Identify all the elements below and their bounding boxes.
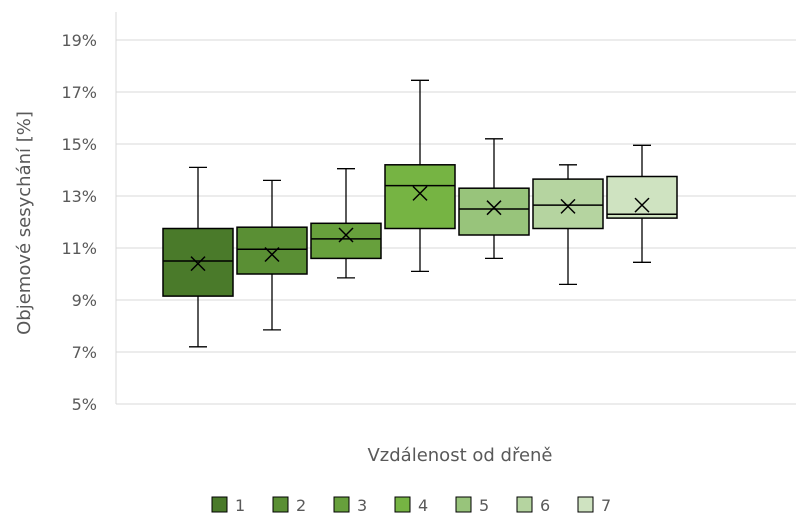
mean-marker xyxy=(560,198,576,214)
legend-item-6: 6 xyxy=(516,496,550,515)
mean-marker xyxy=(264,246,280,263)
legend-swatch xyxy=(516,496,533,513)
y-tick-label: 5% xyxy=(72,395,97,414)
legend-swatch xyxy=(211,496,228,513)
mean-marker xyxy=(634,197,650,213)
y-tick-label: 15% xyxy=(61,135,97,154)
legend-item-4: 4 xyxy=(394,496,428,515)
mean-marker xyxy=(486,200,502,216)
mean-marker xyxy=(338,227,354,243)
legend-item-3: 3 xyxy=(333,496,367,515)
legend-item-5: 5 xyxy=(455,496,489,515)
y-tick-label: 11% xyxy=(61,239,97,258)
y-tick-label: 17% xyxy=(61,83,97,102)
legend-item-1: 1 xyxy=(211,496,245,515)
legend-label: 3 xyxy=(357,496,367,515)
legend-swatch xyxy=(333,496,350,513)
box-3 xyxy=(310,168,382,279)
y-tick-label: 7% xyxy=(72,343,97,362)
box-1 xyxy=(162,166,234,348)
y-axis-title: Objemové sesychání [%] xyxy=(14,111,35,335)
box-iqr xyxy=(458,187,530,236)
legend-label: 6 xyxy=(540,496,550,515)
legend-swatch xyxy=(272,496,289,513)
x-axis-title: Vzdálenost od dřeně xyxy=(367,445,552,466)
mean-marker xyxy=(190,256,206,272)
grid-lines xyxy=(116,39,796,405)
y-tick-label: 13% xyxy=(61,187,97,206)
box-iqr xyxy=(236,226,308,275)
box-5 xyxy=(458,138,530,260)
box-iqr xyxy=(384,164,456,230)
box-iqr xyxy=(532,178,604,230)
box-2 xyxy=(236,179,308,331)
y-tick-label: 9% xyxy=(72,291,97,310)
legend-swatch xyxy=(577,496,594,513)
box-iqr xyxy=(310,222,382,260)
legend-item-7: 7 xyxy=(577,496,611,515)
legend: 1 2 3 4 5 6 7 xyxy=(211,496,611,515)
legend-label: 7 xyxy=(601,496,611,515)
box-iqr xyxy=(162,227,234,297)
box-series xyxy=(162,79,678,348)
box-iqr xyxy=(606,175,678,219)
legend-label: 4 xyxy=(418,496,428,515)
legend-label: 5 xyxy=(479,496,489,515)
legend-item-2: 2 xyxy=(272,496,306,515)
box-7 xyxy=(606,144,678,263)
y-tick-labels: 5% 7% 9% 11% 13% 15% 17% 19% xyxy=(61,31,97,414)
legend-label: 2 xyxy=(296,496,306,515)
box-6 xyxy=(532,164,604,286)
legend-swatch xyxy=(455,496,472,513)
box-4 xyxy=(384,79,456,273)
y-tick-label: 19% xyxy=(61,31,97,50)
mean-marker xyxy=(412,185,428,201)
legend-swatch xyxy=(394,496,411,513)
legend-label: 1 xyxy=(235,496,245,515)
